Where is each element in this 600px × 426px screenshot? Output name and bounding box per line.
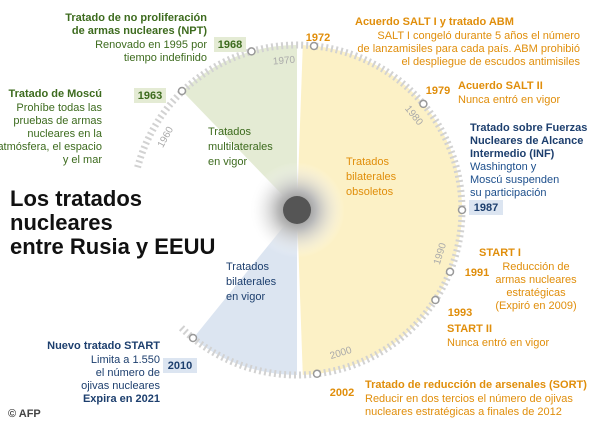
event-text: Nunca entró en vigor <box>447 337 549 349</box>
event-text: Limita a 1.550 <box>91 354 160 366</box>
event-title: Tratado de Moscú <box>8 88 102 100</box>
event-dot <box>247 47 256 56</box>
sector-text: en vigor <box>208 156 247 168</box>
event-text: el despliegue de escudos antimisiles <box>401 56 580 68</box>
event-text: armas nucleares <box>495 274 577 286</box>
event-text: ojivas nucleares <box>81 380 160 392</box>
year-tag <box>163 358 197 373</box>
event-dot <box>177 86 187 96</box>
event-title: START I <box>479 247 521 259</box>
sector-label: Tratados bilaterales en vigor <box>226 261 277 303</box>
event-dot <box>312 369 322 379</box>
event-dot <box>445 267 455 277</box>
event-dot <box>188 333 198 343</box>
sector-label: Tratados multilaterales en vigor <box>208 126 273 168</box>
event-title: Nuevo tratado START <box>47 340 160 352</box>
event-year: 1991 <box>465 267 489 279</box>
event-dot <box>431 295 440 305</box>
event-text: Reducción de <box>502 261 569 273</box>
event: Nuevo tratado START Limita a 1.550 el nú… <box>47 340 160 405</box>
event: Tratado de reducción de arsenales (SORT)… <box>365 379 587 418</box>
title-line: Los tratados <box>10 186 142 211</box>
event-text: pruebas de armas <box>13 115 102 127</box>
event-text: Prohíbe todas las <box>16 102 102 114</box>
event-text: Washington y <box>470 161 537 173</box>
event-dot <box>457 205 467 215</box>
event-text: y el mar <box>63 154 102 166</box>
event-text: tiempo indefinido <box>124 52 207 64</box>
year-tag <box>214 37 246 52</box>
event-year: 1987 <box>474 202 498 214</box>
timeline-arc <box>134 41 466 379</box>
axis-year: 1960 <box>156 125 177 150</box>
sector-text: Tratados <box>226 261 270 273</box>
sector-text: Tratados <box>208 126 252 138</box>
event-text: Renovado en 1995 por <box>95 39 207 51</box>
event-text: de lanzamisiles para cada país. ABM proh… <box>357 43 580 55</box>
title: Los tratados nucleares entre Rusia y EEU… <box>10 186 215 259</box>
event-dot <box>309 41 319 51</box>
event-title: Nucleares de Alcance <box>470 135 583 147</box>
year-tag <box>469 200 503 215</box>
event-text: nucleares en la <box>27 128 102 140</box>
event: Tratado de Moscú Prohíbe todas las prueb… <box>0 88 103 166</box>
event-year: 1972 <box>306 32 330 44</box>
event-text: Nunca entró en vigor <box>458 94 560 106</box>
event: Acuerdo SALT I y tratado ABM SALT I cong… <box>355 16 580 68</box>
event-title: Acuerdo SALT I y tratado ABM <box>355 16 514 28</box>
event-text: Reducir en dos tercios el número de ojiv… <box>365 393 573 405</box>
event-text: el número de <box>96 367 160 379</box>
sector-multilateral <box>182 45 297 210</box>
event-text: estratégicas <box>506 287 566 299</box>
event-text: atmósfera, el espacio <box>0 141 102 153</box>
sector-text: bilaterales <box>226 276 277 288</box>
event-year: 1979 <box>426 85 450 97</box>
event-text: SALT I congeló durante 5 años el número <box>377 30 580 42</box>
event: START I Reducción de armas nucleares est… <box>479 247 577 312</box>
event: Tratado de no proliferación de armas nuc… <box>65 12 207 64</box>
sector-bilateral-obsolete <box>297 45 463 375</box>
event-title: Tratado de reducción de arsenales (SORT) <box>365 379 587 391</box>
event-text: Expira en 2021 <box>83 393 160 405</box>
title-line: nucleares <box>10 210 113 235</box>
sector-text: Tratados <box>346 156 390 168</box>
event-dot <box>419 99 428 109</box>
title-line: entre Rusia y EEUU <box>10 234 215 259</box>
event-title: Tratado de no proliferación <box>65 12 207 24</box>
hub-core <box>283 196 311 224</box>
event-year: 1963 <box>138 90 162 102</box>
sector-bilateral-active <box>193 210 297 375</box>
event-title: START II <box>447 323 492 335</box>
event-text: su participación <box>470 187 546 199</box>
event-text: Moscú suspenden <box>470 174 559 186</box>
year-tag <box>134 88 166 103</box>
sector-text: obsoletos <box>346 186 394 198</box>
sector-text: bilaterales <box>346 171 397 183</box>
event-title: Acuerdo SALT II <box>458 80 543 92</box>
event-title: Tratado sobre Fuerzas <box>470 122 587 134</box>
event-year: 2002 <box>330 387 354 399</box>
sector-text: multilaterales <box>208 141 273 153</box>
event-title: Intermedio (INF) <box>470 148 555 160</box>
event: START II Nunca entró en vigor <box>447 323 549 349</box>
axis-year: 1970 <box>272 55 296 68</box>
event: Tratado sobre Fuerzas Nucleares de Alcan… <box>470 122 587 199</box>
event-title: de armas nucleares (NPT) <box>72 25 207 37</box>
event-year: 2010 <box>168 360 192 372</box>
sector-label: Tratados bilaterales obsoletos <box>346 156 397 198</box>
event-text: (Expiró en 2009) <box>495 300 576 312</box>
event-year: 1993 <box>448 307 472 319</box>
credit: © AFP <box>8 408 41 420</box>
event-year: 1968 <box>218 39 242 51</box>
event-dots <box>177 41 467 379</box>
event-text: nucleares estratégicas a finales de 2012 <box>365 406 562 418</box>
event: Acuerdo SALT II Nunca entró en vigor <box>458 80 560 106</box>
sector-text: en vigor <box>226 291 265 303</box>
